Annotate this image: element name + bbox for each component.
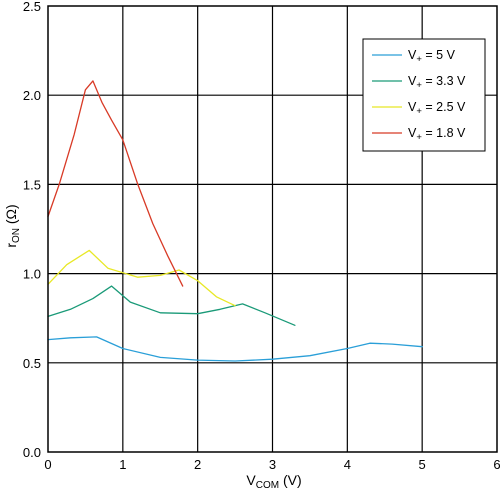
y-tick-label: 0.5 <box>23 356 41 371</box>
x-axis-label: VCOM (V) <box>246 472 301 490</box>
series-line-1 <box>47 336 423 362</box>
legend-label-3: V+ = 2.5 V <box>408 100 466 117</box>
y-tick-label: 1.5 <box>23 177 41 192</box>
y-tick-label: 0.0 <box>23 445 41 460</box>
legend-label-4: V+ = 1.8 V <box>408 126 466 143</box>
x-tick-label: 4 <box>344 457 351 472</box>
series-line-3 <box>47 249 236 307</box>
x-tick-label: 6 <box>493 457 500 472</box>
series-layer <box>47 80 423 362</box>
tick-labels: 0 1 2 3 4 5 6 0.0 0.5 1.0 1.5 2.0 2.5 <box>23 0 501 472</box>
y-tick-label: 2.5 <box>23 0 41 14</box>
y-tick-label: 1.0 <box>23 267 41 282</box>
series-line-4 <box>47 80 184 287</box>
x-tick-label: 3 <box>269 457 276 472</box>
legend-box <box>362 38 486 152</box>
series-line-2 <box>47 285 296 326</box>
x-tick-label: 0 <box>44 457 51 472</box>
x-tick-label: 5 <box>419 457 426 472</box>
x-tick-label: 1 <box>119 457 126 472</box>
y-tick-label: 2.0 <box>23 88 41 103</box>
x-tick-label: 2 <box>194 457 201 472</box>
legend: V+ = 5 V V+ = 3.3 V V+ = 2.5 V V+ = 1.8 V <box>362 38 486 152</box>
legend-label-2: V+ = 3.3 V <box>408 74 466 91</box>
y-axis-label: rON (Ω) <box>3 204 22 247</box>
legend-label-1: V+ = 5 V <box>408 48 456 65</box>
plot-frame <box>47 5 498 453</box>
